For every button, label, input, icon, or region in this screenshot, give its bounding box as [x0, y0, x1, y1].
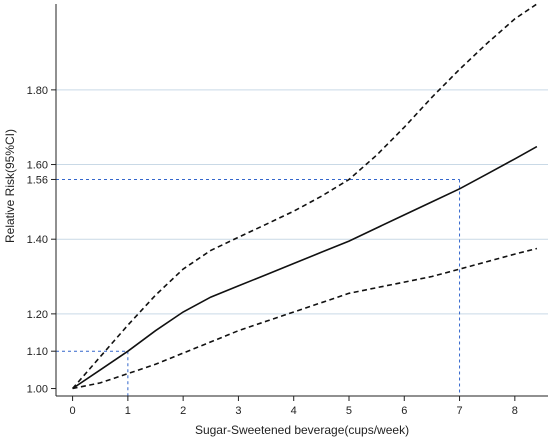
- y-tick-label: 1.60: [27, 160, 48, 172]
- y-tick-label: 1.20: [27, 309, 48, 321]
- x-tick-label: 2: [180, 405, 186, 417]
- upper-ci-line: [71, 3, 538, 390]
- y-tick-label: 1.00: [27, 384, 48, 396]
- x-tick-label: 1: [125, 405, 131, 417]
- y-tick-label: 1.80: [27, 85, 48, 97]
- gridlines: [56, 89, 548, 315]
- x-tick-label: 7: [456, 405, 462, 417]
- x-tick-label: 5: [346, 405, 352, 417]
- y-tick-label: 1.56: [27, 174, 48, 186]
- x-tick-label: 4: [291, 405, 297, 417]
- y-tick-label: 1.40: [27, 234, 48, 246]
- x-tick-label: 8: [512, 405, 518, 417]
- x-tick-label: 3: [235, 405, 241, 417]
- reference-lines: [56, 178, 461, 396]
- series-group: [71, 3, 538, 390]
- lower-ci-line: [72, 247, 538, 390]
- x-tick-label: 6: [401, 405, 407, 417]
- y-tick-label: 1.10: [27, 346, 48, 358]
- ticks: 0 1 2 3 4 5 6 7 8 1.00 1.10 1.20 1.40 1.56 1.60 1.80: [27, 85, 518, 417]
- estimate-line: [72, 145, 538, 390]
- x-axis-title: Sugar-Sweetened beverage(cups/week): [195, 423, 409, 437]
- axes: [55, 4, 548, 397]
- y-axis-title: Relative Risk(95%CI): [3, 129, 17, 243]
- x-tick-label: 0: [70, 405, 76, 417]
